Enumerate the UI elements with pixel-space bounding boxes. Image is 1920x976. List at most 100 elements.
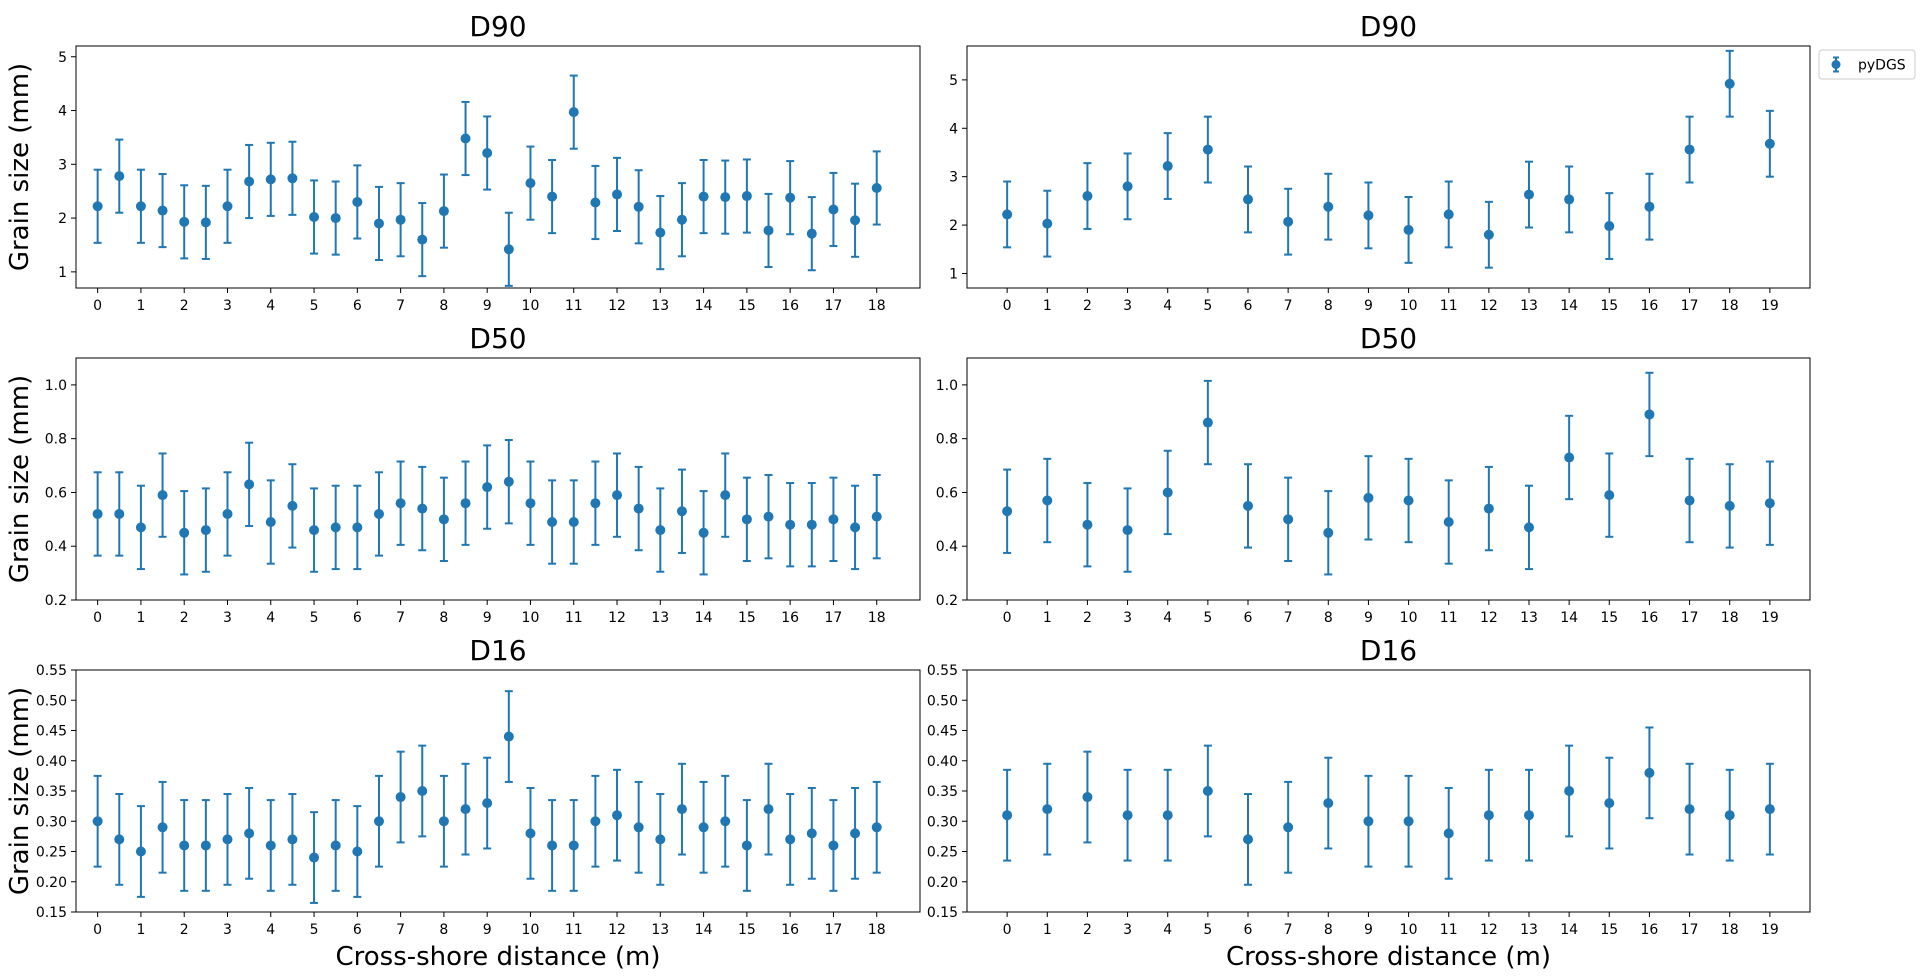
data-point	[287, 834, 298, 845]
series-pyDGS	[1002, 371, 1775, 576]
axes-frame	[75, 45, 921, 289]
x-tick-label: 14	[1560, 922, 1578, 938]
data-point	[244, 828, 255, 839]
x-tick-label: 12	[608, 298, 626, 314]
series-pyDGS	[92, 690, 882, 904]
x-tick-label: 8	[439, 922, 448, 938]
data-point	[1002, 209, 1013, 220]
x-tick-label: 12	[1480, 922, 1498, 938]
x-tick-label: 1	[1043, 298, 1052, 314]
data-point	[1363, 210, 1374, 221]
data-point	[1202, 786, 1213, 796]
series-pyDGS	[92, 439, 882, 576]
data-point	[785, 519, 796, 530]
x-tick-label: 14	[1560, 610, 1578, 626]
x-tick-label: 11	[1440, 298, 1458, 314]
data-point	[330, 213, 341, 224]
x-tick-label: 11	[565, 922, 583, 938]
data-point	[265, 840, 276, 851]
x-tick-label: 10	[522, 298, 540, 314]
data-point	[330, 522, 341, 533]
x-tick-label: 10	[522, 922, 540, 938]
x-tick-label: 15	[738, 610, 756, 626]
data-point	[1644, 767, 1655, 778]
data-point	[135, 846, 146, 857]
y-tick-label: 1.0	[45, 378, 67, 394]
panel-title: D16	[1360, 634, 1417, 667]
y-tick-label: 3	[949, 170, 958, 186]
data-point	[741, 840, 752, 851]
y-tick-label: 0.20	[927, 875, 958, 891]
x-tick-label: 6	[1244, 922, 1253, 938]
x-tick-label: 1	[136, 922, 145, 938]
data-point	[92, 508, 103, 519]
data-point	[373, 218, 384, 229]
data-point	[352, 522, 363, 533]
data-point	[720, 490, 731, 501]
data-point	[590, 197, 601, 208]
x-tick-label: 0	[93, 610, 102, 626]
data-point	[763, 511, 774, 522]
data-point	[1764, 138, 1775, 149]
y-tick-label: 3	[58, 157, 67, 173]
x-tick-label: 11	[1440, 922, 1458, 938]
data-point	[590, 816, 601, 827]
data-point	[1604, 490, 1615, 501]
data-point	[612, 189, 623, 200]
y-tick-label: 0.55	[36, 663, 67, 679]
x-tick-label: 7	[1284, 298, 1293, 314]
x-tick-label: 18	[868, 922, 886, 938]
x-tick-label: 1	[136, 298, 145, 314]
y-tick-label: 2	[58, 211, 67, 227]
data-point	[1684, 495, 1695, 506]
legend: pyDGS	[1818, 49, 1916, 80]
data-point	[1764, 804, 1775, 815]
data-point	[1363, 816, 1374, 827]
data-point	[806, 228, 817, 239]
y-tick-label: 0.30	[36, 814, 67, 830]
data-point	[179, 527, 190, 538]
y-axis-label: Grain size (mm)	[5, 687, 35, 895]
data-point	[698, 527, 709, 538]
data-point	[1243, 500, 1253, 511]
x-tick-label: 5	[310, 610, 319, 626]
x-tick-label: 2	[180, 922, 189, 938]
x-tick-label: 7	[1284, 922, 1293, 938]
data-point	[1323, 798, 1334, 809]
data-point	[395, 792, 406, 803]
data-point	[1524, 810, 1534, 821]
data-point	[1443, 517, 1454, 528]
data-point	[330, 840, 341, 851]
data-point	[373, 508, 384, 519]
series-pyDGS	[1002, 49, 1775, 269]
data-point	[1122, 525, 1133, 536]
data-point	[1443, 828, 1454, 839]
y-tick-label: 5	[58, 50, 67, 66]
x-tick-label: 4	[1163, 610, 1172, 626]
x-tick-label: 0	[1003, 610, 1012, 626]
y-tick-label: 0.8	[45, 432, 67, 448]
data-point	[309, 525, 320, 536]
x-tick-label: 5	[310, 298, 319, 314]
data-point	[1283, 822, 1294, 833]
data-point	[417, 234, 428, 245]
x-tick-label: 7	[1284, 610, 1293, 626]
data-point	[1082, 792, 1093, 803]
data-point	[828, 840, 839, 851]
data-point	[265, 517, 276, 528]
x-tick-label: 13	[651, 922, 669, 938]
axes-frame	[966, 669, 1811, 913]
y-axis-label: Grain size (mm)	[5, 63, 35, 271]
x-tick-label: 15	[1600, 298, 1618, 314]
data-point	[244, 479, 255, 490]
data-point	[460, 804, 471, 815]
data-point	[1483, 229, 1494, 240]
y-tick-label: 5	[949, 73, 958, 89]
x-tick-label: 9	[483, 298, 492, 314]
data-point	[114, 171, 125, 182]
data-point	[785, 834, 796, 845]
